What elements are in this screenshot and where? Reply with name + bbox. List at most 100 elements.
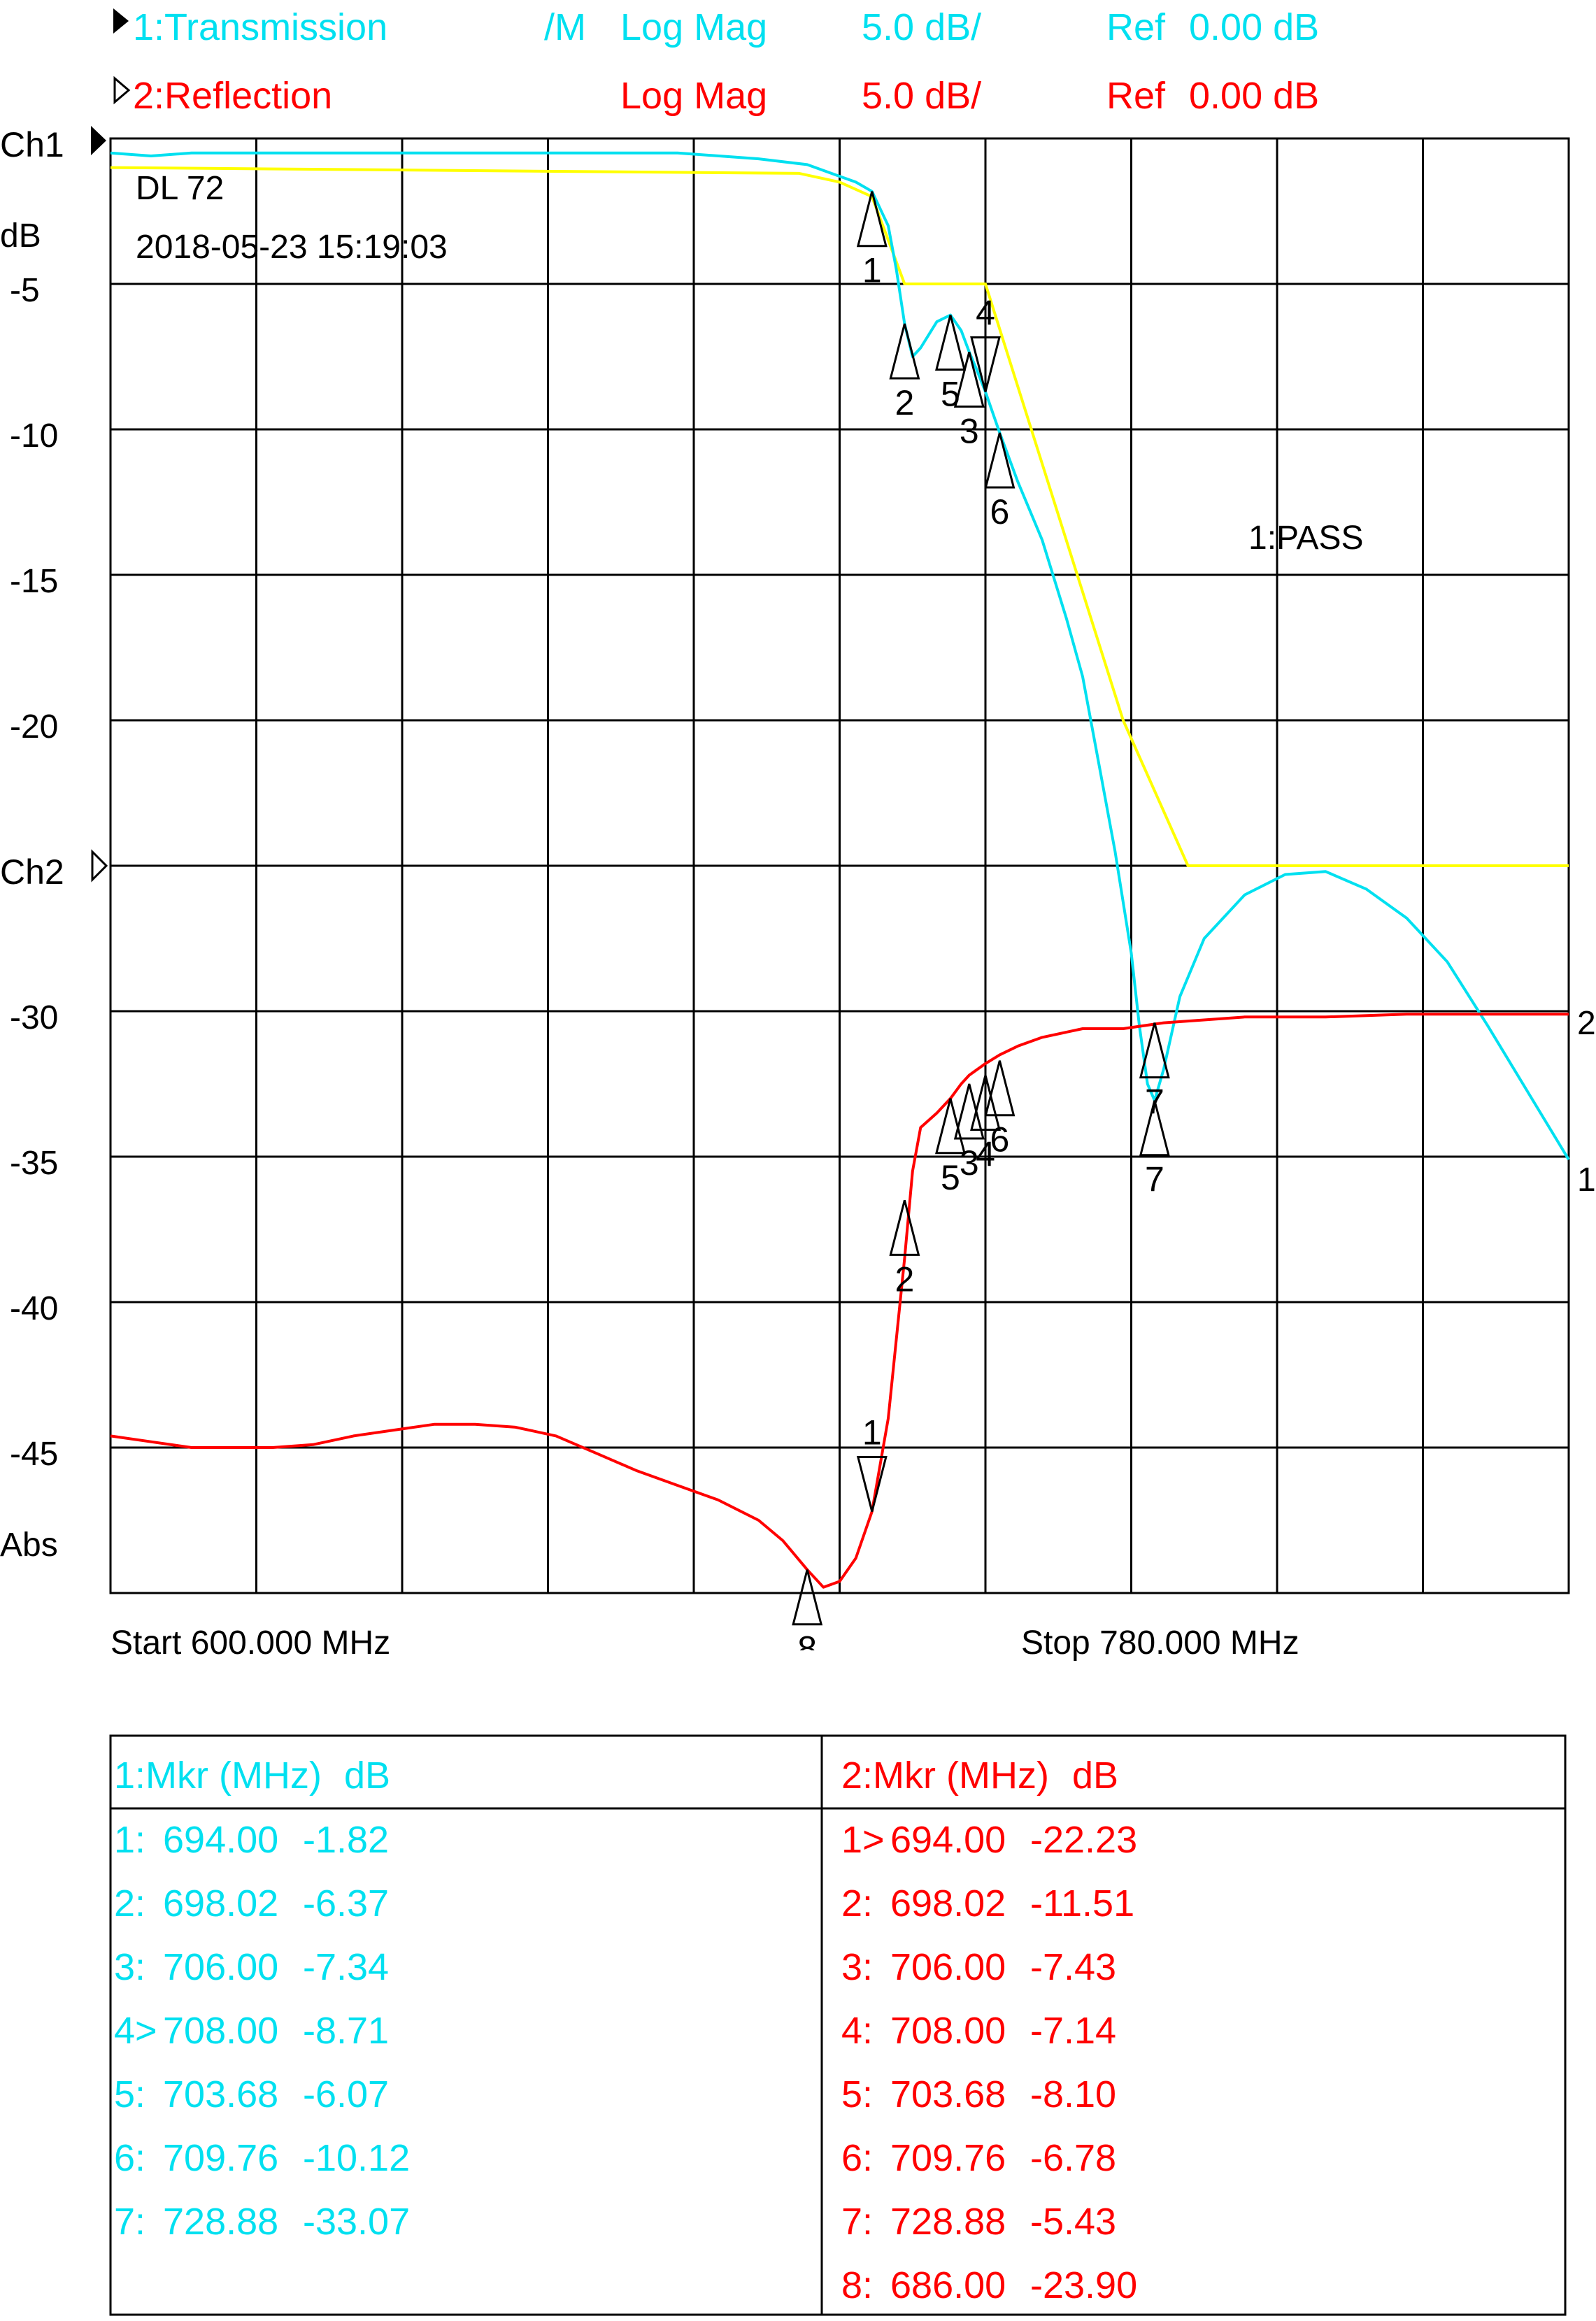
- ch2-ref-arrow-icon: [91, 849, 108, 883]
- ch2-marker-row-freq: 698.02: [890, 1883, 1006, 1924]
- ch1-marker-row-id: 5:: [114, 2073, 146, 2115]
- y-tick-label: -35: [10, 1145, 59, 1182]
- ch2-marker-row-id: 2:: [841, 1883, 874, 1924]
- marker-ch1-5-label: 5: [941, 375, 960, 414]
- marker-ch2-8-icon[interactable]: [792, 1569, 823, 1626]
- marker-ch2-5-icon[interactable]: [935, 1098, 966, 1155]
- ch1-marker-row-freq: 708.00: [163, 2010, 279, 2052]
- ch1-table-header-mkr: 1:Mkr (MHz): [114, 1755, 322, 1797]
- ch1-marker-row-val: -6.07: [303, 2073, 390, 2115]
- marker-ch2-6-label: 6: [990, 1120, 1009, 1159]
- ch1-marker-row-freq: 709.76: [163, 2137, 279, 2179]
- y-tick-label: -10: [10, 417, 59, 455]
- limit-line: [110, 166, 1569, 867]
- ch2-marker-row-val: -23.90: [1030, 2264, 1138, 2306]
- y-tick-label: -30: [10, 999, 59, 1036]
- marker-ch2-2-icon[interactable]: [889, 1200, 920, 1256]
- marker-ch1-4-icon[interactable]: [970, 336, 1001, 392]
- ch1-marker-row-freq: 706.00: [163, 1946, 279, 1988]
- ch1-marker-row-id: 6:: [114, 2137, 146, 2179]
- transmission-trace: [110, 151, 1570, 1161]
- ch1-marker-row-val: -10.12: [303, 2137, 411, 2179]
- ch1-marker-row-freq: 694.00: [163, 1819, 279, 1861]
- marker-ch2-4-icon[interactable]: [970, 1075, 1001, 1131]
- ch1-trace-label[interactable]: 1:Transmission: [133, 6, 388, 48]
- ch1-marker-row-id: 1:: [114, 1819, 146, 1861]
- ch2-marker-row-id: 4:: [841, 2010, 874, 2052]
- ch1-marker-row-val: -33.07: [303, 2201, 411, 2243]
- annotation-timestamp: 2018-05-23 15:19:03: [136, 229, 448, 266]
- marker-ch2-1-label: 1: [862, 1413, 882, 1452]
- ch1-ref-label: Ref: [1106, 6, 1166, 48]
- ch2-axis-label: Ch2: [0, 852, 64, 892]
- ch2-marker-row-val: -22.23: [1030, 1819, 1138, 1861]
- marker-ch1-6-label: 6: [990, 492, 1009, 531]
- ch1-marker-row-val: -7.34: [303, 1946, 390, 1988]
- marker-ch2-5-label: 5: [941, 1158, 960, 1197]
- marker-ch1-2-icon[interactable]: [889, 323, 920, 380]
- marker-ch1-1-icon[interactable]: [856, 191, 888, 248]
- ch1-ref-value[interactable]: 0.00 dB: [1189, 6, 1320, 48]
- ch2-arrow-icon: [113, 76, 131, 105]
- trace-layer: [110, 151, 1570, 1589]
- ch2-marker-row-freq: 703.68: [890, 2073, 1006, 2115]
- ch2-marker-row-freq: 706.00: [890, 1946, 1006, 1988]
- pass-label: 1:PASS: [1248, 520, 1364, 557]
- marker-ch2-6-icon[interactable]: [984, 1060, 1016, 1117]
- ch2-marker-row-freq: 694.00: [890, 1819, 1006, 1861]
- ch1-axis-label: Ch1: [0, 125, 64, 164]
- ch1-marker-row-id: 3:: [114, 1946, 146, 1988]
- marker-ch1-7-icon[interactable]: [1139, 1100, 1170, 1157]
- abs-label: Abs: [0, 1527, 58, 1564]
- ch1-marker-row-freq: 698.02: [163, 1883, 279, 1924]
- ch2-marker-row-freq: 708.00: [890, 2010, 1006, 2052]
- ch2-marker-row-id: 7:: [841, 2201, 874, 2243]
- ch2-marker-row-id: 8:: [841, 2264, 874, 2306]
- stop-frequency-label[interactable]: Stop 780.000 MHz: [1021, 1624, 1299, 1662]
- marker-ch1-2-label: 2: [895, 383, 914, 422]
- ch1-table-header-db: dB: [344, 1755, 391, 1797]
- ch1-format[interactable]: Log Mag: [620, 6, 768, 48]
- marker-ch2-8-label: 8: [797, 1629, 817, 1650]
- marker-ch2-7-label: 7: [1145, 1083, 1164, 1122]
- start-frequency-label[interactable]: Start 600.000 MHz: [111, 1624, 391, 1662]
- reflection-trace: [110, 1013, 1569, 1589]
- ch2-marker-row-val: -8.10: [1030, 2073, 1117, 2115]
- header-icons: [113, 8, 131, 105]
- ch2-marker-row-val: -6.78: [1030, 2137, 1117, 2179]
- marker-ch2-7-icon[interactable]: [1139, 1022, 1170, 1079]
- marker-ch2-1-icon[interactable]: [856, 1456, 888, 1512]
- marker-ch1-6-icon[interactable]: [984, 432, 1016, 489]
- db-unit-label: dB: [0, 217, 41, 255]
- ch2-marker-row-freq: 709.76: [890, 2137, 1006, 2179]
- marker-ch2-4-label: 4: [976, 1135, 995, 1174]
- ch2-marker-row-id: 5:: [841, 2073, 874, 2115]
- ch1-marker-row-id: 7:: [114, 2201, 146, 2243]
- ch2-scale[interactable]: 5.0 dB/: [862, 75, 982, 117]
- ch2-format[interactable]: Log Mag: [620, 75, 768, 117]
- ch1-marker-row-id: 4>: [114, 2010, 157, 2052]
- ch2-marker-row-val: -7.14: [1030, 2010, 1117, 2052]
- ch2-marker-row-id: 3:: [841, 1946, 874, 1988]
- ch2-table-header-db: dB: [1072, 1755, 1119, 1797]
- ch1-memory-mark: /M: [544, 6, 586, 48]
- ch2-ref-value[interactable]: 0.00 dB: [1189, 75, 1320, 117]
- annotation-dl: DL 72: [136, 170, 225, 207]
- ch2-marker-row-val: -5.43: [1030, 2201, 1117, 2243]
- ch2-trace-label[interactable]: 2:Reflection: [133, 75, 333, 117]
- marker-ch1-5-icon[interactable]: [935, 315, 966, 371]
- ch2-ref-label: Ref: [1106, 75, 1166, 117]
- marker-ch1-3-icon[interactable]: [953, 351, 985, 408]
- ch2-marker-row-id: 1>: [841, 1819, 885, 1861]
- ch2-marker-row-freq: 728.88: [890, 2201, 1006, 2243]
- marker-ch1-7-label: 7: [1145, 1160, 1164, 1199]
- trace2-end-label: 2: [1577, 1005, 1596, 1042]
- y-tick-label: -15: [10, 563, 59, 600]
- ch1-marker-row-freq: 703.68: [163, 2073, 279, 2115]
- y-tick-label: -20: [10, 708, 59, 745]
- ch1-active-arrow-icon: [113, 8, 129, 34]
- ch1-scale[interactable]: 5.0 dB/: [862, 6, 982, 48]
- marker-ch1-3-label: 3: [960, 411, 979, 450]
